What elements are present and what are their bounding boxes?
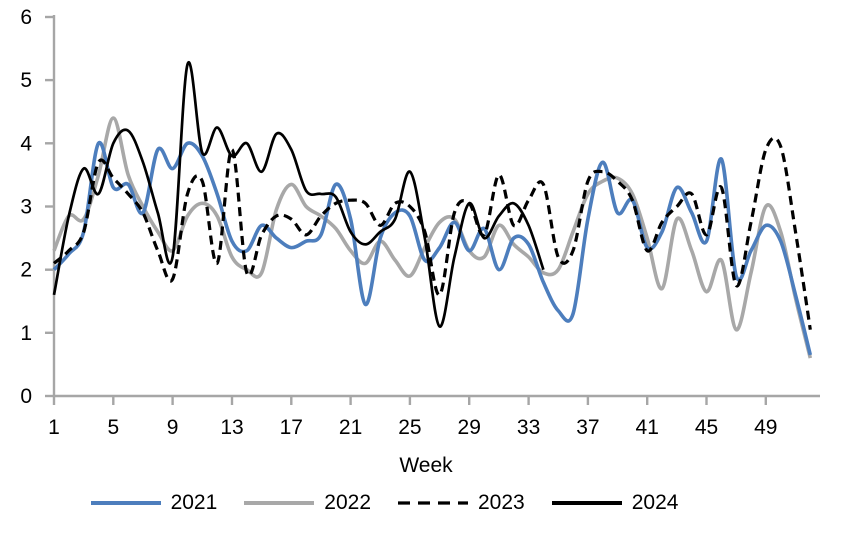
svg-text:1: 1 (20, 322, 32, 345)
legend-label: 2022 (324, 491, 371, 514)
legend-item-2022: 2022 (243, 492, 371, 513)
svg-text:37: 37 (576, 416, 599, 439)
svg-text:9: 9 (167, 416, 179, 439)
x-axis-title: Week (399, 454, 453, 477)
svg-text:33: 33 (517, 416, 540, 439)
svg-text:5: 5 (20, 69, 32, 92)
legend-item-2021: 2021 (90, 491, 218, 514)
legend-label: 2023 (478, 491, 525, 514)
svg-text:3: 3 (20, 196, 32, 219)
svg-text:6: 6 (20, 6, 32, 29)
svg-text:49: 49 (754, 416, 777, 439)
legend-label: 2024 (631, 491, 679, 514)
svg-text:17: 17 (280, 416, 303, 439)
legend-line-sample-2021 (90, 494, 162, 512)
svg-text:29: 29 (458, 416, 481, 439)
svg-text:25: 25 (398, 416, 421, 439)
svg-text:5: 5 (107, 416, 119, 439)
svg-text:2: 2 (20, 259, 32, 282)
svg-text:13: 13 (220, 416, 243, 439)
legend-line-sample-2024 (551, 494, 623, 512)
legend-item-2023: 2023 (397, 492, 525, 513)
svg-text:21: 21 (339, 416, 362, 439)
legend-item-2024: 2024 (551, 491, 679, 514)
legend-line-sample-2023 (397, 494, 469, 512)
svg-text:45: 45 (695, 416, 718, 439)
svg-text:1: 1 (48, 416, 60, 439)
svg-text:41: 41 (636, 416, 659, 439)
svg-text:0: 0 (20, 385, 32, 408)
legend-line-sample-2022 (243, 494, 315, 512)
svg-text:4: 4 (20, 132, 32, 155)
legend-label: 2021 (170, 491, 218, 514)
chart-legend: 2021 2022 2023 2024 (0, 492, 810, 513)
